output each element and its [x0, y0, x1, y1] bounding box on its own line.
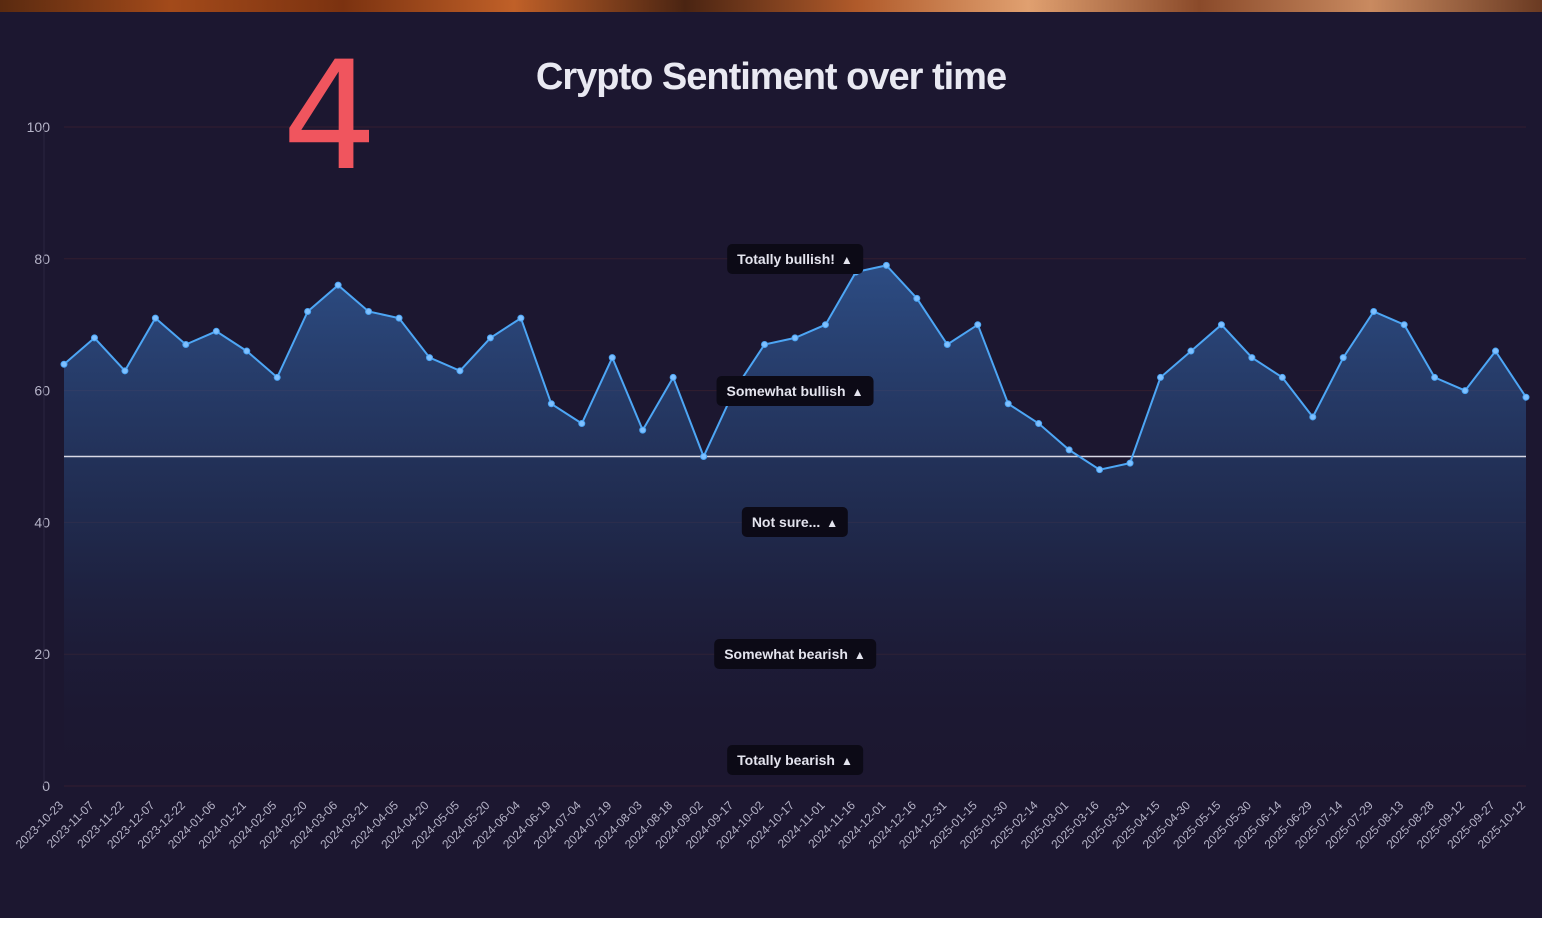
- data-point: [1248, 354, 1256, 362]
- data-point: [334, 281, 342, 289]
- data-point: [882, 261, 890, 269]
- up-arrow-icon: ▲: [840, 252, 853, 267]
- data-point: [90, 334, 98, 342]
- up-arrow-icon: ▲: [826, 516, 839, 531]
- y-tick-label: 80: [34, 251, 50, 267]
- data-point: [60, 360, 68, 368]
- data-point: [121, 367, 129, 375]
- data-point: [1278, 373, 1286, 381]
- data-point: [182, 340, 190, 348]
- band-label[interactable]: Somewhat bearish ▲: [714, 639, 876, 670]
- data-point: [943, 340, 951, 348]
- data-point: [1126, 459, 1134, 467]
- data-point: [1157, 373, 1164, 381]
- y-tick-label: 20: [34, 646, 50, 662]
- data-point: [547, 400, 555, 408]
- data-point: [608, 354, 616, 362]
- data-point: [1065, 446, 1073, 454]
- data-point: [304, 308, 312, 316]
- band-label[interactable]: Totally bearish ▲: [727, 744, 863, 775]
- data-point: [1522, 393, 1530, 401]
- data-point: [1309, 413, 1317, 421]
- data-point: [821, 321, 829, 329]
- data-point: [1339, 354, 1347, 362]
- top-image-strip: [0, 0, 1542, 12]
- band-label-text: Totally bearish: [737, 751, 835, 768]
- data-point: [151, 314, 159, 322]
- y-tick-label: 40: [34, 514, 50, 530]
- data-point: [486, 334, 494, 342]
- data-point: [1461, 387, 1469, 395]
- data-point: [1370, 308, 1378, 316]
- data-point: [517, 314, 525, 322]
- overlay-number: 4: [282, 30, 378, 204]
- data-point: [426, 354, 433, 362]
- y-tick-label: 60: [34, 383, 50, 399]
- data-point: [578, 420, 586, 428]
- data-point: [1035, 420, 1043, 428]
- band-label[interactable]: Somewhat bullish ▲: [716, 375, 874, 406]
- up-arrow-icon: ▲: [840, 753, 853, 768]
- data-point: [273, 373, 281, 381]
- data-point: [365, 308, 373, 316]
- data-point: [243, 347, 251, 355]
- data-point: [1492, 347, 1500, 355]
- data-point: [395, 314, 403, 322]
- data-point: [639, 426, 647, 434]
- data-point: [1004, 400, 1012, 408]
- band-label-text: Somewhat bullish: [726, 382, 846, 399]
- chart-title: Crypto Sentiment over time: [535, 56, 1007, 98]
- data-point: [1187, 347, 1195, 355]
- data-point: [669, 373, 677, 381]
- band-label-text: Not sure...: [751, 514, 821, 531]
- band-label-text: Totally bullish!: [737, 250, 835, 267]
- data-point: [1217, 321, 1225, 329]
- band-label[interactable]: Totally bullish! ▲: [727, 243, 863, 274]
- data-point: [974, 321, 982, 329]
- data-point: [700, 453, 708, 460]
- up-arrow-icon: ▲: [851, 384, 864, 399]
- band-label[interactable]: Not sure... ▲: [741, 507, 849, 538]
- data-point: [456, 367, 464, 375]
- band-label-text: Somewhat bearish: [724, 646, 848, 663]
- data-point: [1096, 466, 1104, 474]
- data-point: [791, 334, 799, 342]
- data-point: [913, 294, 921, 302]
- y-tick-label: 0: [42, 778, 50, 794]
- data-point: [1431, 373, 1439, 381]
- data-point: [1400, 321, 1408, 329]
- data-point: [212, 327, 220, 335]
- y-tick-label: 100: [27, 119, 51, 135]
- up-arrow-icon: ▲: [853, 648, 866, 663]
- data-point: [761, 340, 769, 348]
